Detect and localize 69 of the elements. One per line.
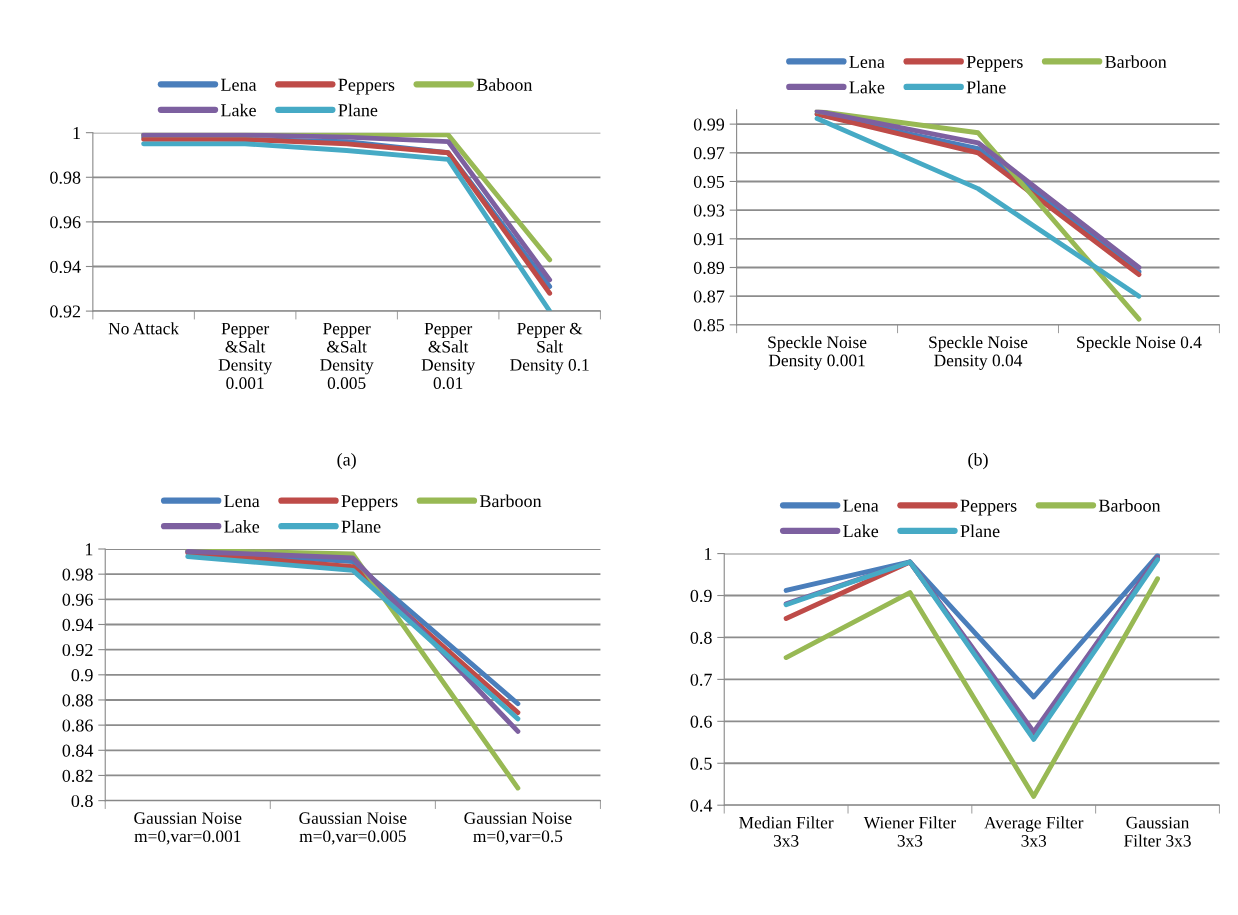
legend-label: Peppers [341, 495, 398, 511]
legend-label: Peppers [338, 78, 395, 95]
y-tick-label: 0.89 [693, 261, 725, 275]
y-tick-label: 0.86 [62, 719, 93, 732]
x-tick-label: Pepper &Salt Density 0.005 [320, 322, 374, 390]
y-tick-label: 0.82 [62, 769, 93, 782]
x-tick-label: Average Filter 3x3 [984, 816, 1084, 847]
legend-label: Lake [220, 103, 256, 117]
legend-label: Lena [224, 495, 260, 508]
y-tick-label: 0.9 [690, 589, 712, 603]
y-tick-label: 1 [73, 127, 80, 139]
y-tick-label: 0.84 [62, 744, 94, 757]
legend-label: Lake [849, 80, 885, 94]
legend-label: Plane [341, 519, 381, 533]
x-tick-label: Wiener Filter 3x3 [863, 816, 956, 847]
line-series [783, 576, 1160, 799]
x-tick-label: Pepper &Salt Density 0.01 [421, 322, 476, 390]
y-tick-label: 0.6 [690, 715, 712, 728]
y-tick-label: 0.4 [690, 799, 713, 812]
y-tick-label: 0.8 [690, 631, 712, 644]
x-tick-label: Gaussian Filter 3x3 [1124, 816, 1191, 847]
y-tick-label: 0.99 [693, 118, 725, 131]
y-tick-label: 0.5 [690, 757, 712, 770]
y-tick-label: 0.91 [693, 233, 724, 246]
legend-label: Baboon [476, 78, 533, 91]
y-tick-label: 0.98 [62, 568, 93, 581]
x-tick-label: Gaussian Noise m=0,var=0.5 [464, 812, 572, 845]
y-tick-label: 0.93 [693, 204, 725, 217]
y-tick-label: 0.95 [693, 175, 725, 188]
y-tick-label: 0.92 [62, 643, 93, 657]
legend-label: Barboon [1098, 499, 1161, 512]
x-tick-label: Speckle Noise Density 0.001 [768, 335, 867, 370]
legend-label: Peppers [960, 499, 1017, 516]
text: (a) [337, 452, 356, 470]
legend-label: Barboon [479, 494, 542, 508]
y-tick-label: 0.96 [62, 593, 93, 606]
y-tick-label: 0.94 [50, 260, 81, 274]
y-tick-label: 0.94 [62, 618, 94, 632]
legend-label: Lena [843, 499, 879, 512]
text: (b) [968, 452, 988, 470]
x-tick-label: Speckle Noise 0.4 [1077, 335, 1202, 352]
x-tick-label: Gaussian Noise m=0,var=0.001 [134, 812, 242, 845]
legend-label: Lena [220, 78, 257, 91]
legend-label: Lake [224, 519, 260, 533]
legend-label: Plane [966, 80, 1006, 94]
y-tick-label: 0.85 [693, 319, 725, 332]
legend-label: Lake [843, 524, 879, 538]
x-tick-label: No Attack [108, 322, 180, 335]
y-tick-label: 1 [704, 547, 712, 560]
legend-label: Lena [849, 55, 885, 68]
legend-label: Plane [338, 103, 378, 117]
x-tick-label: Gaussian Noise m=0,var=0.005 [299, 812, 407, 845]
legend-label: Plane [960, 524, 1000, 538]
x-tick-label: Median Filter 3x3 [739, 816, 834, 847]
legend-label: Barboon [1105, 55, 1167, 68]
y-tick-label: 0.7 [690, 673, 712, 686]
y-tick-label: 0.96 [50, 216, 81, 229]
x-tick-label: Pepper & Salt Density 0.1 [510, 322, 589, 375]
legend-label: Peppers [966, 55, 1023, 72]
x-tick-label: Speckle Noise Density 0.04 [929, 335, 1028, 370]
y-tick-label: 0.87 [693, 290, 725, 303]
y-tick-label: 0.8 [71, 794, 93, 808]
y-tick-label: 0.98 [50, 171, 81, 184]
x-tick-label: Pepper &Salt Density 0.001 [218, 322, 273, 390]
y-tick-label: 0.88 [62, 694, 93, 707]
y-tick-label: 1 [85, 543, 93, 556]
y-tick-label: 0.97 [693, 147, 725, 160]
y-tick-label: 0.92 [50, 305, 81, 318]
y-tick-label: 0.9 [71, 669, 93, 682]
